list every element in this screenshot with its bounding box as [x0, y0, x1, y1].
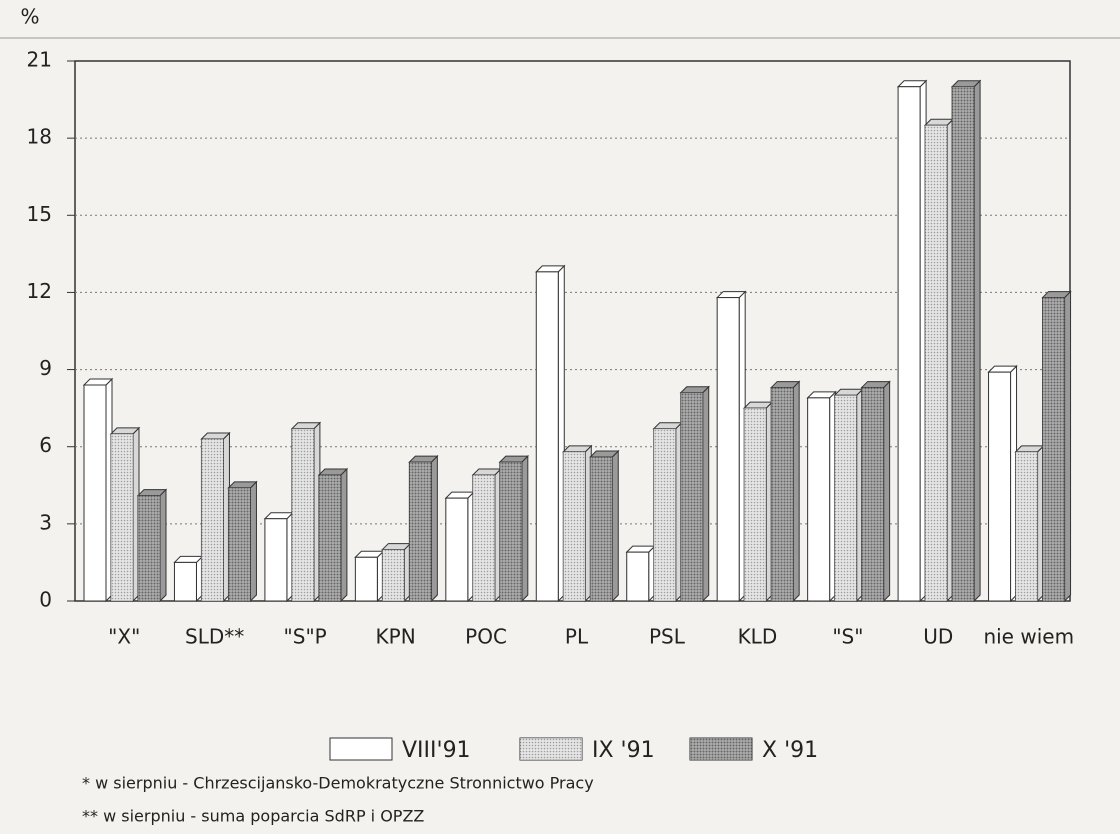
x-tick-label: SLD**: [185, 625, 244, 649]
legend-label: VIII'91: [402, 738, 471, 763]
x-tick-label: KLD: [738, 625, 778, 649]
footnote: ** w sierpniu - suma poparcia SdRP i OPZ…: [82, 807, 424, 826]
bar-side: [249, 480, 257, 603]
bar-texture: [744, 408, 767, 601]
bar-texture: [1015, 451, 1038, 601]
x-tick-label: "S": [832, 625, 863, 649]
bar-side: [1064, 290, 1072, 603]
legend-swatch: [329, 737, 393, 761]
x-tick-label: nie wiem: [983, 625, 1074, 649]
x-tick-label: POC: [465, 625, 507, 649]
bar-texture: [680, 392, 703, 601]
legend-label: IX '91: [592, 738, 655, 763]
x-tick-label: PL: [565, 625, 589, 649]
bar: [354, 556, 378, 602]
bar-side: [883, 380, 891, 603]
bar-texture: [499, 462, 522, 601]
bar-texture: [590, 457, 613, 601]
bar-texture: [382, 549, 405, 601]
x-tick-label: "S"P: [284, 625, 327, 649]
bar: [445, 497, 469, 602]
legend-texture: [690, 738, 752, 760]
bar-side: [702, 385, 710, 603]
bar-texture: [228, 487, 251, 601]
bar: [626, 551, 650, 602]
bar-texture: [111, 433, 133, 601]
bar: [535, 271, 559, 602]
bar-texture: [771, 387, 794, 601]
bar-side: [340, 467, 348, 603]
bar-texture: [861, 387, 884, 601]
bar-side: [792, 380, 800, 603]
bar-texture: [925, 125, 948, 602]
y-tick-label: 21: [27, 48, 52, 72]
bar-texture: [472, 475, 495, 601]
bar: [83, 384, 107, 602]
legend-texture: [520, 738, 582, 760]
bar-texture: [138, 495, 160, 601]
bar: [807, 397, 831, 602]
bar-side: [159, 488, 167, 603]
bar-side: [430, 454, 438, 603]
bar-side: [521, 454, 529, 603]
bar-side: [973, 79, 981, 603]
bar-side: [611, 449, 619, 603]
bar-texture: [201, 439, 224, 601]
bar-texture: [653, 428, 676, 601]
bar: [897, 86, 921, 602]
bar-texture: [291, 428, 314, 601]
bar-texture: [563, 451, 586, 601]
bar: [173, 561, 197, 602]
y-tick-label: 3: [39, 510, 52, 534]
bar-texture: [1042, 297, 1065, 601]
bar: [716, 297, 740, 602]
y-tick-label: 9: [39, 356, 52, 380]
y-tick-label: 6: [39, 433, 52, 457]
bar-texture: [318, 475, 341, 601]
bar: [264, 518, 288, 602]
y-axis-label: %: [20, 5, 39, 29]
bar-texture: [409, 462, 432, 601]
y-tick-label: 0: [39, 588, 52, 612]
x-tick-label: PSL: [649, 625, 686, 649]
bar-texture: [952, 86, 975, 601]
x-tick-label: "X": [108, 625, 140, 649]
x-tick-label: UD: [923, 625, 953, 649]
bar-texture: [834, 395, 857, 601]
x-tick-label: KPN: [376, 625, 416, 649]
y-tick-label: 12: [27, 279, 52, 303]
footnote: * w sierpniu - Chrzescijansko-Demokratyc…: [82, 774, 594, 793]
legend-label: X '91: [762, 738, 818, 763]
y-tick-label: 15: [27, 202, 52, 226]
bar: [988, 371, 1012, 602]
y-tick-label: 18: [27, 125, 52, 149]
